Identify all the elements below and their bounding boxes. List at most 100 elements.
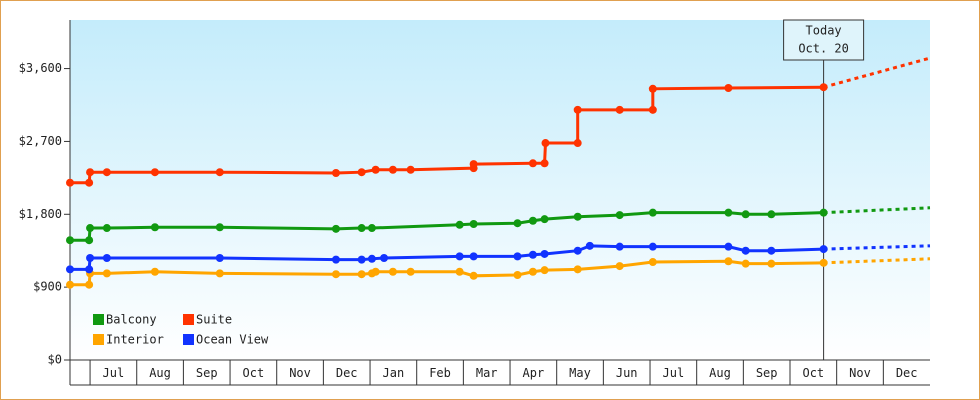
point <box>648 242 657 251</box>
x-tick-label: Dec <box>336 366 358 380</box>
point <box>469 220 478 228</box>
series-line <box>70 244 824 271</box>
x-tick-label: Jan <box>383 366 405 380</box>
point <box>573 139 582 148</box>
point <box>367 224 376 233</box>
point <box>406 165 415 174</box>
point <box>819 258 828 267</box>
x-tick-label: Aug <box>149 366 171 380</box>
x-tick-label: Jun <box>616 366 638 380</box>
point <box>388 165 397 174</box>
point <box>615 105 624 114</box>
point <box>371 165 380 174</box>
point <box>741 259 750 268</box>
x-tick-label: Jul <box>103 366 125 380</box>
point <box>86 168 95 177</box>
point <box>615 242 624 251</box>
point <box>469 160 478 169</box>
legend-swatch <box>93 314 104 325</box>
point <box>513 271 522 279</box>
x-tick-label: Feb <box>429 366 451 380</box>
point <box>573 105 582 114</box>
forecast-line <box>823 257 931 265</box>
point <box>102 168 111 177</box>
point <box>86 224 95 233</box>
point <box>541 139 550 148</box>
point <box>648 105 657 114</box>
point <box>215 223 224 232</box>
today-label: Oct. 20 <box>798 42 849 56</box>
x-tick-label: Sep <box>756 366 778 380</box>
point <box>540 266 549 275</box>
legend-swatch <box>93 334 104 345</box>
point <box>66 280 74 289</box>
point <box>819 83 828 92</box>
point <box>357 270 366 279</box>
y-tick-label: $1,800 <box>19 207 62 221</box>
legend-label: Suite <box>196 313 232 327</box>
x-tick-label: Mar <box>476 366 498 380</box>
point <box>85 265 94 274</box>
x-tick-label: Apr <box>523 366 545 380</box>
point <box>819 245 828 254</box>
point <box>215 254 224 262</box>
point <box>573 265 582 274</box>
point <box>648 84 657 93</box>
x-tick-label: Nov <box>289 366 311 380</box>
point <box>513 252 522 261</box>
legend-swatch <box>183 314 194 325</box>
point <box>102 254 111 262</box>
x-tick-label: Dec <box>896 366 918 380</box>
point <box>66 236 74 245</box>
today-box <box>783 19 865 61</box>
point <box>585 241 594 250</box>
x-tick-label: Sep <box>196 366 218 380</box>
legend-swatch <box>183 334 194 345</box>
x-tick-label: Nov <box>849 366 871 380</box>
point <box>455 220 464 229</box>
legend-label: Balcony <box>106 313 157 327</box>
point <box>85 236 94 245</box>
point <box>724 208 733 217</box>
today-label: Today <box>806 24 842 38</box>
y-tick-label: $2,700 <box>19 134 62 148</box>
legend-label: Ocean View <box>196 333 269 347</box>
x-tick-label: Aug <box>709 366 731 380</box>
point <box>102 269 111 278</box>
point <box>767 246 776 255</box>
point <box>648 208 657 217</box>
point <box>66 178 74 187</box>
point <box>741 246 750 255</box>
legend-label: Interior <box>106 333 164 347</box>
y-tick-label: $900 <box>33 280 62 294</box>
point <box>528 216 537 225</box>
point <box>528 159 537 168</box>
point <box>331 255 340 264</box>
point <box>388 267 397 276</box>
x-tick-label: Jul <box>663 366 685 380</box>
point <box>102 224 111 233</box>
point <box>406 267 415 276</box>
series-line <box>70 259 824 287</box>
point <box>357 168 366 177</box>
point <box>357 255 366 264</box>
point <box>331 169 340 177</box>
point <box>513 219 522 228</box>
point <box>150 223 159 232</box>
plot-area <box>70 20 930 360</box>
point <box>85 178 94 187</box>
forecast-line <box>823 206 931 215</box>
point <box>331 270 340 279</box>
point <box>615 211 624 220</box>
point <box>367 254 376 263</box>
forecast-line <box>823 244 931 251</box>
point <box>540 215 549 224</box>
y-tick-label: $0 <box>48 353 62 367</box>
point <box>573 212 582 221</box>
point <box>380 254 389 262</box>
x-tick-label: Oct <box>802 366 824 380</box>
point <box>767 210 776 219</box>
point <box>528 250 537 259</box>
